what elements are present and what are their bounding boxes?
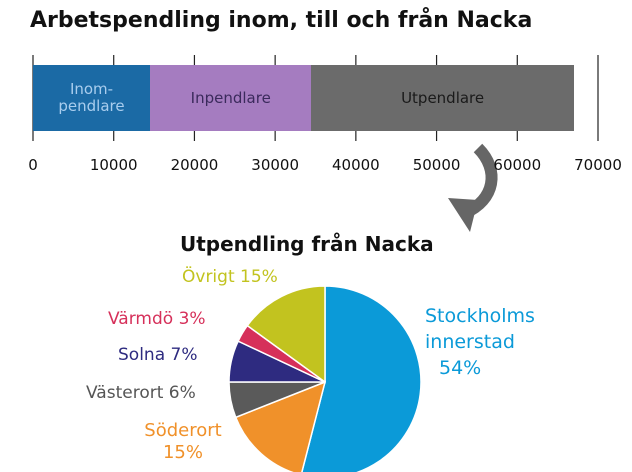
pie-label: Värmdö 3% <box>108 308 206 330</box>
pie-label-value: 7% <box>170 345 198 365</box>
x-tick-label: 50000 <box>412 156 461 174</box>
x-tick-label: 40000 <box>331 156 380 174</box>
pie-label: Solna 7% <box>118 344 198 366</box>
segment-label: Inpendlare <box>190 88 271 107</box>
x-tick-label: 60000 <box>493 156 542 174</box>
x-tick-label: 0 <box>28 156 38 174</box>
pie-label-value: 54% <box>439 357 482 379</box>
chart-title: Utpendling från Nacka <box>180 232 434 256</box>
pie-slice <box>301 285 422 472</box>
pie-slice <box>246 285 326 384</box>
pie-label-value: 15% <box>162 442 203 463</box>
chart-title: Arbetspendling inom, till och från Nacka <box>30 8 533 33</box>
x-tick-label: 70000 <box>574 156 622 174</box>
x-tick-label: 20000 <box>170 156 219 174</box>
x-tick-label: 30000 <box>251 156 299 174</box>
pie-label-name: Västerort <box>86 383 164 403</box>
bar-segment: Inpendlare <box>150 65 312 131</box>
pie-label-name: Värmdö <box>108 309 174 329</box>
pie-label-name: Övrigt <box>182 267 235 287</box>
pie-label: Övrigt 15% <box>182 266 278 288</box>
pie-label-name: Solna <box>118 345 166 365</box>
pie-label-name: Stockholms innerstad <box>425 305 535 353</box>
arrow-head <box>448 198 478 232</box>
bar-segment: Inom-pendlare <box>33 65 151 131</box>
pie-label: Söderort 15% <box>138 420 228 464</box>
pie-label: Västerort 6% <box>86 382 196 404</box>
pie-label-value: 15% <box>240 267 278 287</box>
pie-label: Stockholms innerstad 54% <box>425 303 535 381</box>
pie-slice <box>234 380 327 472</box>
x-tick-label: 10000 <box>89 156 138 174</box>
pie-label-value: 3% <box>178 309 206 329</box>
bar-segment: Utpendlare <box>311 65 574 131</box>
segment-label: Inom-pendlare <box>58 80 125 115</box>
segment-label: Utpendlare <box>401 88 485 107</box>
pie-label-name: Söderort <box>144 420 222 441</box>
pie-label-value: 6% <box>168 383 196 403</box>
